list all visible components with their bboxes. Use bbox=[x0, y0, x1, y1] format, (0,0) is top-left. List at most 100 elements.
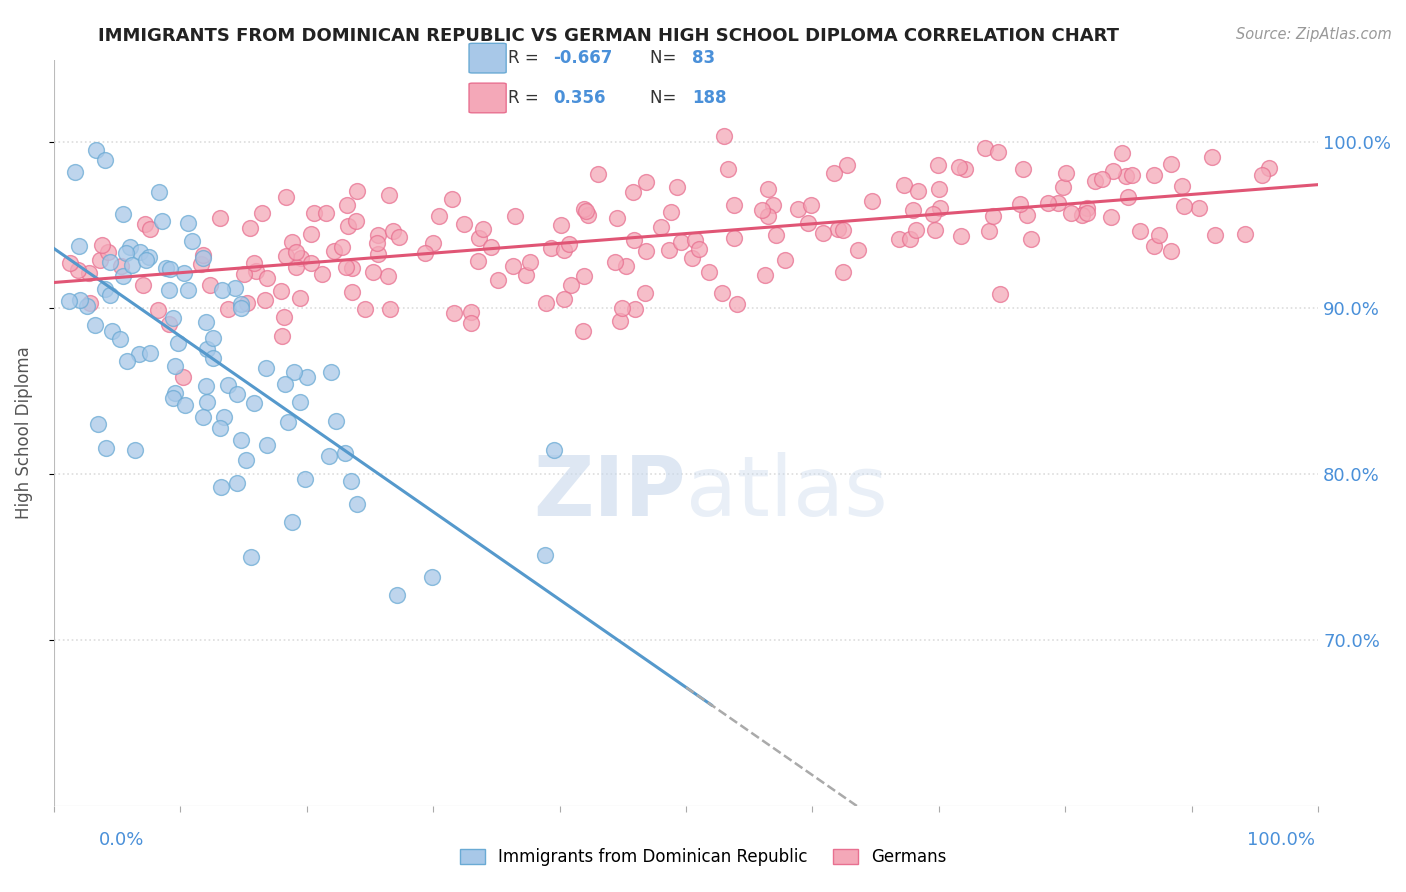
Point bbox=[422, 235, 444, 250]
Point bbox=[201, 331, 224, 345]
Point bbox=[443, 306, 465, 320]
Point bbox=[553, 244, 575, 258]
Point bbox=[558, 237, 581, 252]
Point bbox=[924, 223, 946, 237]
Point bbox=[270, 284, 292, 298]
Point bbox=[380, 301, 402, 316]
Point bbox=[796, 216, 818, 230]
Point bbox=[948, 160, 970, 174]
Point bbox=[181, 234, 204, 248]
Text: -0.667: -0.667 bbox=[554, 49, 613, 67]
Point bbox=[274, 249, 297, 263]
Point bbox=[1060, 205, 1083, 219]
Point bbox=[378, 187, 401, 202]
Point bbox=[152, 214, 174, 228]
Point bbox=[212, 409, 235, 424]
Point bbox=[134, 218, 156, 232]
Point bbox=[273, 310, 295, 324]
Point bbox=[468, 231, 491, 245]
Point bbox=[231, 297, 253, 311]
Point bbox=[288, 291, 311, 305]
Point bbox=[239, 220, 262, 235]
Point bbox=[330, 240, 353, 254]
Point bbox=[661, 205, 683, 219]
Point bbox=[290, 395, 312, 409]
Point bbox=[318, 450, 340, 464]
Point bbox=[290, 251, 312, 265]
Point bbox=[124, 443, 146, 458]
Point bbox=[472, 222, 495, 236]
Point bbox=[148, 185, 170, 199]
Point bbox=[283, 365, 305, 379]
Point bbox=[623, 301, 645, 316]
Point bbox=[988, 286, 1011, 301]
Point bbox=[224, 281, 246, 295]
Point bbox=[335, 260, 357, 275]
Point bbox=[240, 549, 263, 564]
Point bbox=[1070, 208, 1092, 222]
Point bbox=[658, 244, 681, 258]
Point bbox=[157, 317, 180, 331]
Point bbox=[723, 231, 745, 245]
Point bbox=[502, 259, 524, 273]
Point bbox=[710, 285, 733, 300]
Point bbox=[832, 265, 855, 279]
Point bbox=[756, 210, 779, 224]
Point bbox=[245, 263, 267, 277]
Point bbox=[96, 244, 118, 259]
Point bbox=[725, 297, 748, 311]
Point bbox=[366, 236, 388, 251]
Point bbox=[440, 192, 463, 206]
Point bbox=[486, 272, 509, 286]
Point bbox=[1115, 169, 1137, 183]
Point bbox=[84, 318, 107, 332]
Point bbox=[226, 476, 249, 491]
Point bbox=[898, 232, 921, 246]
Point bbox=[114, 245, 136, 260]
Point bbox=[572, 202, 595, 216]
Point bbox=[325, 414, 347, 428]
Point bbox=[165, 359, 187, 374]
Point bbox=[315, 205, 337, 219]
Point bbox=[922, 207, 945, 221]
Point bbox=[250, 206, 273, 220]
Point bbox=[519, 254, 541, 268]
Point bbox=[650, 219, 672, 234]
Point bbox=[606, 211, 628, 225]
Point bbox=[195, 395, 218, 409]
Point bbox=[1147, 228, 1170, 243]
Point bbox=[190, 257, 212, 271]
Point bbox=[138, 250, 160, 264]
Point bbox=[388, 229, 411, 244]
Point bbox=[415, 246, 437, 260]
Point bbox=[157, 284, 180, 298]
Point bbox=[285, 245, 308, 260]
Point bbox=[1173, 199, 1195, 213]
Point bbox=[927, 159, 949, 173]
Point bbox=[139, 346, 162, 360]
Point bbox=[346, 184, 368, 198]
Point bbox=[253, 293, 276, 307]
Point bbox=[336, 198, 359, 212]
Point bbox=[1019, 232, 1042, 246]
Point bbox=[340, 261, 363, 276]
Point bbox=[636, 244, 658, 258]
Point bbox=[987, 145, 1010, 159]
Legend: Immigrants from Dominican Republic, Germans: Immigrants from Dominican Republic, Germ… bbox=[451, 840, 955, 875]
Point bbox=[1160, 157, 1182, 171]
Point bbox=[367, 228, 389, 243]
Point bbox=[129, 244, 152, 259]
Point bbox=[217, 301, 239, 316]
Point bbox=[172, 370, 194, 384]
Point bbox=[111, 268, 134, 283]
Point bbox=[669, 235, 692, 249]
Point bbox=[636, 175, 658, 189]
Text: IMMIGRANTS FROM DOMINICAN REPUBLIC VS GERMAN HIGH SCHOOL DIPLOMA CORRELATION CHA: IMMIGRANTS FROM DOMINICAN REPUBLIC VS GE… bbox=[98, 27, 1119, 45]
Point bbox=[1054, 166, 1077, 180]
Point bbox=[1116, 190, 1139, 204]
Point bbox=[1143, 238, 1166, 252]
Point bbox=[540, 241, 562, 255]
Text: R =: R = bbox=[508, 49, 544, 67]
Point bbox=[254, 360, 277, 375]
Point bbox=[846, 243, 869, 257]
